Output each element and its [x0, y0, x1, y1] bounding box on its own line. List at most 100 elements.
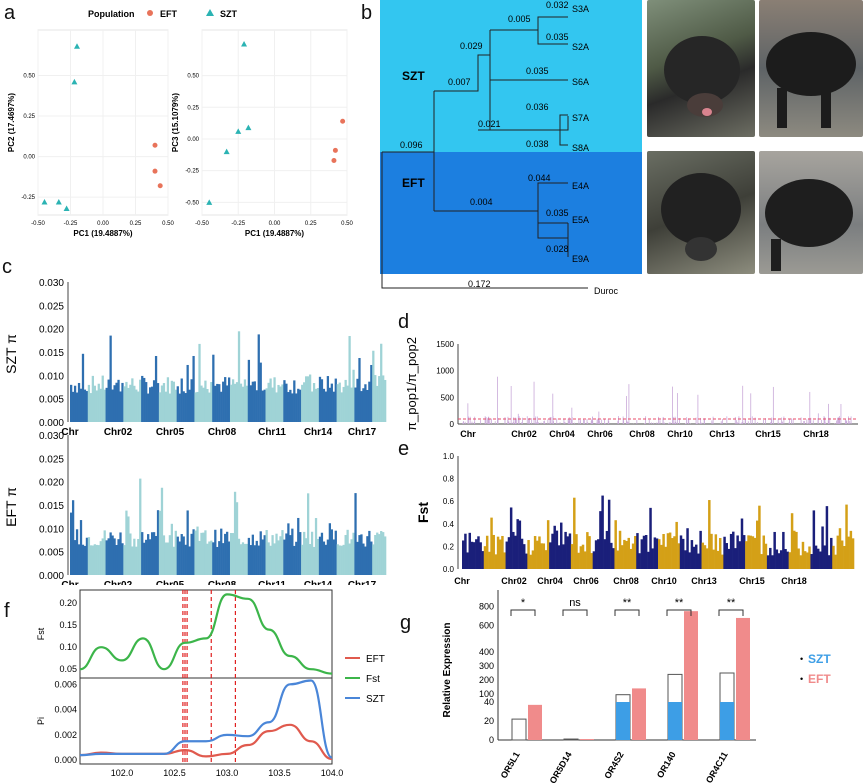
ratio-point: [765, 418, 766, 424]
fst-bar: [666, 533, 670, 569]
fst-bar: [673, 536, 676, 569]
ratio-point: [824, 417, 826, 424]
pi-bar: [295, 393, 298, 422]
fst-bar: [845, 504, 848, 569]
pi-bar: [71, 500, 75, 575]
pi-bar: [263, 389, 266, 422]
pi-bar: [71, 391, 75, 422]
ratio-point: [559, 422, 561, 424]
tree-branches: [381, 16, 588, 289]
pi-bar: [137, 391, 140, 422]
expr-y-tick: 0: [489, 735, 494, 745]
fst-bar: [462, 540, 465, 569]
ratio-point: [528, 419, 530, 424]
bar-szt: [511, 718, 527, 741]
fst-bar: [623, 539, 626, 569]
significance-bracket: [614, 609, 640, 616]
ratio-point: [792, 419, 794, 424]
ratio-point: [550, 416, 552, 424]
ratio-point: [543, 421, 545, 424]
fst-bar: [705, 548, 709, 569]
pi-y-tick: 0.000: [54, 755, 77, 765]
ratio-point: [553, 421, 554, 424]
pi-bar: [103, 389, 106, 422]
pi-bar: [255, 390, 258, 422]
fst-bar: [681, 538, 685, 569]
ratio-point: [838, 416, 840, 424]
pi-bar: [370, 541, 373, 575]
pi-bar: [149, 539, 152, 575]
pi-bar: [218, 541, 221, 575]
legend-label: EFT: [366, 654, 385, 665]
fst-bar: [638, 553, 641, 569]
chr-x-tick: Chr02: [104, 427, 133, 438]
fst-bar: [664, 546, 668, 569]
ratio-point: [741, 422, 743, 424]
ratio-point: [514, 419, 516, 424]
pi-bar: [291, 393, 294, 422]
chr-x-tick: Chr08: [629, 429, 655, 439]
pi-bar: [285, 383, 288, 422]
ratio-point: [528, 417, 530, 424]
ratio-point: [497, 376, 498, 424]
pi-bar: [336, 384, 339, 422]
ratio-point: [599, 420, 601, 424]
pi-bar: [212, 354, 215, 422]
pi-bar: [131, 378, 134, 422]
ratio-point: [557, 422, 559, 424]
fst-bar: [819, 551, 822, 569]
expr-y-label: Relative Expression: [442, 622, 453, 717]
pi-bar: [340, 545, 343, 575]
fst-bar: [485, 535, 489, 569]
panel-label-a: a: [4, 2, 16, 24]
pi-line-szt: [79, 679, 334, 759]
pi-bar: [224, 533, 227, 575]
szt-point: [206, 199, 213, 205]
pi-bar: [164, 542, 168, 575]
pi-bar: [291, 528, 294, 575]
pi-bar: [356, 378, 359, 422]
pi-bar: [206, 388, 209, 422]
tree-branch-length: 0.029: [460, 41, 483, 51]
pi-bar: [129, 384, 132, 422]
bar-eft: [580, 739, 594, 740]
pi-bar: [338, 545, 341, 575]
pi-bar: [127, 516, 130, 575]
pi-bar: [190, 379, 193, 422]
pi-y-tick: 0.020: [39, 478, 64, 489]
ratio-point: [812, 420, 814, 424]
fst-bar: [612, 548, 615, 569]
chr-x-tick: Chr05: [156, 427, 185, 438]
pig-photo-1: [647, 0, 755, 137]
ratio-point: [748, 423, 749, 424]
pi-bar: [237, 538, 241, 575]
fst-bar: [729, 533, 733, 569]
fst-bar: [825, 506, 829, 569]
ratio-point: [462, 422, 464, 424]
ratio-point: [494, 421, 496, 424]
ratio-point: [628, 384, 630, 424]
pi-bar: [259, 362, 262, 422]
pi-bar: [228, 377, 231, 422]
ratio-point: [745, 418, 746, 424]
ratio-point: [653, 422, 654, 424]
ratio-point: [583, 419, 585, 424]
pi-bar: [295, 541, 298, 575]
panel-label-b: b: [361, 2, 373, 24]
x-tick: 104.0: [321, 768, 344, 778]
pi-bar: [202, 532, 205, 575]
pca-x-tick: 0.00: [269, 221, 281, 227]
pi-bar: [320, 532, 324, 575]
fst-pi-line-chart: 0.20 0.15 0.10 0.05 0.006 0.004 0.002 0.000 Fst P…: [36, 589, 385, 778]
pi-bar: [184, 393, 187, 422]
ratio-point: [580, 420, 581, 424]
fst-bar: [483, 546, 487, 569]
fst-bar: [479, 542, 482, 569]
pi-bar: [101, 375, 104, 422]
pi-bar: [332, 391, 335, 422]
fst-bar: [472, 542, 476, 569]
pi-bar: [356, 541, 359, 575]
pi-bar: [229, 384, 233, 422]
pca-y-label: PC2 (17.4697%): [7, 93, 16, 152]
ratio-point: [676, 393, 678, 424]
